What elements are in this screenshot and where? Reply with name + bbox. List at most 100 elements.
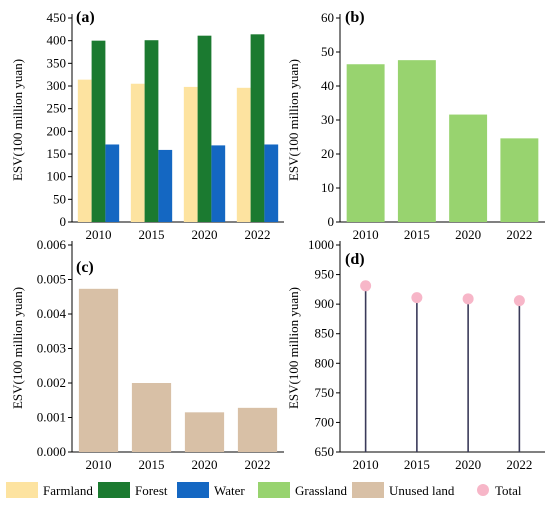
x-tick-label: 2020: [192, 227, 218, 242]
bar-water-2010: [105, 144, 120, 222]
y-tick-label: 800: [315, 355, 335, 370]
y-tick-label: 0.005: [37, 272, 66, 287]
y-tick-label: 450: [47, 10, 67, 25]
x-tick-label: 2022: [245, 227, 271, 242]
bar-forest-2020: [197, 35, 212, 223]
legend-swatch: [6, 482, 38, 498]
x-tick-label: 2010: [86, 457, 112, 472]
bar-grassland-2022: [500, 138, 539, 222]
y-tick-label: 1000: [308, 237, 334, 252]
legend-label: Forest: [135, 483, 168, 498]
chart-panel-4: 650 700 750 800 850 900 950 1000 2010 2015 2020 202…: [286, 237, 545, 472]
y-tick-label: 900: [315, 296, 335, 311]
y-tick-label: 0: [60, 214, 67, 229]
bar-unused-land-2020: [184, 412, 225, 452]
bar-water-2015: [158, 149, 173, 222]
legend-label: Unused land: [389, 483, 455, 498]
point-total-2015: [411, 292, 423, 304]
y-tick-label: 10: [321, 180, 334, 195]
panel-label: (c): [76, 259, 94, 276]
x-tick-label: 2010: [86, 227, 112, 242]
legend-swatch: [177, 482, 209, 498]
y-tick-label: 950: [315, 267, 335, 282]
bar-water-2022: [264, 144, 279, 222]
y-tick-label: 350: [47, 55, 67, 70]
y-tick-label: 0.001: [37, 410, 66, 425]
y-tick-label: 20: [321, 146, 334, 161]
y-tick-label: 850: [315, 326, 335, 341]
y-tick-label: 650: [315, 444, 335, 459]
y-tick-label: 700: [315, 414, 335, 429]
y-tick-label: 0.006: [37, 237, 67, 252]
x-tick-label: 2015: [404, 457, 430, 472]
y-tick-label: 60: [321, 10, 334, 25]
y-tick-label: 40: [321, 78, 334, 93]
legend-swatch: [352, 482, 384, 498]
bar-forest-2010: [91, 40, 106, 222]
bar-unused-land-2010: [78, 288, 119, 452]
x-tick-label: 2015: [404, 227, 430, 242]
bar-unused-land-2015: [131, 383, 172, 452]
y-tick-label: 50: [53, 191, 66, 206]
panel-label: (a): [76, 9, 95, 26]
bar-grassland-2015: [397, 60, 436, 222]
y-tick-label: 400: [47, 33, 67, 48]
x-tick-label: 2020: [455, 227, 481, 242]
x-tick-label: 2022: [506, 457, 532, 472]
bar-farmland-2010: [77, 79, 92, 222]
legend-swatch: [477, 484, 489, 496]
legend-item-forest: Forest: [98, 482, 168, 498]
legend-label: Farmland: [43, 483, 93, 498]
x-tick-label: 2015: [139, 457, 165, 472]
bar-farmland-2015: [130, 83, 145, 222]
x-tick-label: 2010: [353, 227, 379, 242]
chart-panel-3: 0.000 0.001 0.002 0.003 0.004 0.005 0.006 2010 2…: [10, 237, 284, 472]
point-total-2020: [462, 293, 474, 305]
panel-label: (d): [345, 251, 365, 268]
chart-panel-2: 0 10 20 30 40 50 60 2010 2015 2020 2022 ESV(100 mil…: [286, 9, 545, 242]
point-total-2010: [360, 280, 372, 292]
x-tick-label: 2022: [506, 227, 532, 242]
y-axis-label: ESV(100 million yuan): [10, 287, 25, 409]
y-tick-label: 150: [47, 146, 67, 161]
bar-grassland-2020: [449, 114, 488, 222]
y-tick-label: 300: [47, 78, 67, 93]
bar-forest-2015: [144, 40, 159, 222]
y-tick-label: 200: [47, 123, 67, 138]
point-total-2022: [513, 295, 525, 307]
legend-label: Grassland: [295, 483, 347, 498]
y-tick-label: 750: [315, 385, 335, 400]
y-tick-label: 0.002: [37, 375, 66, 390]
y-axis-label: ESV(100 million yuan): [286, 287, 301, 409]
y-tick-label: 100: [47, 169, 67, 184]
y-axis-label: ESV(100 million yuan): [286, 59, 301, 181]
y-axis-label: ESV(100 million yuan): [10, 59, 25, 181]
bar-unused-land-2022: [237, 407, 278, 452]
legend-item-water: Water: [177, 482, 245, 498]
x-tick-label: 2020: [455, 457, 481, 472]
bar-forest-2022: [250, 34, 265, 222]
bar-farmland-2020: [183, 86, 198, 222]
legend: Farmland Forest Water Grassland Unused land T…: [6, 482, 522, 498]
x-tick-label: 2010: [353, 457, 379, 472]
legend-label: Total: [495, 483, 522, 498]
legend-label: Water: [214, 483, 245, 498]
legend-item-unused-land: Unused land: [352, 482, 455, 498]
bar-water-2020: [211, 145, 226, 222]
bar-farmland-2022: [236, 87, 251, 223]
legend-swatch: [98, 482, 130, 498]
bar-grassland-2010: [346, 64, 385, 223]
y-tick-label: 0.000: [37, 444, 66, 459]
x-tick-label: 2020: [192, 457, 218, 472]
y-tick-label: 0.003: [37, 341, 66, 356]
y-tick-label: 250: [47, 101, 67, 116]
y-tick-label: 0.004: [37, 306, 67, 321]
y-tick-label: 30: [321, 112, 334, 127]
legend-swatch: [258, 482, 290, 498]
chart-panel-1: 0 50 100 150 200 250 300 350 400 450 2010 2015 2020 2…: [10, 9, 284, 242]
y-tick-label: 50: [321, 44, 334, 59]
legend-item-total: Total: [477, 483, 522, 498]
legend-item-grassland: Grassland: [258, 482, 347, 498]
panel-label: (b): [345, 9, 365, 26]
legend-item-farmland: Farmland: [6, 482, 93, 498]
